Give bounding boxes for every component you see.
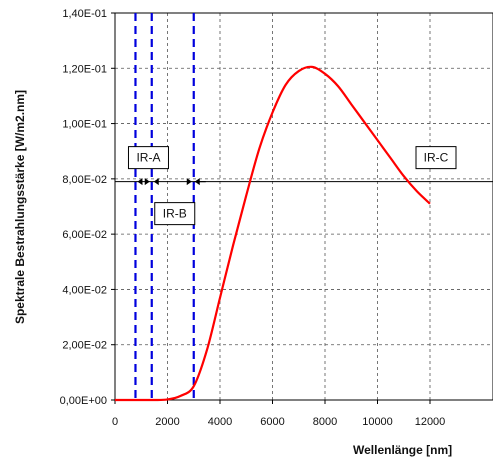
y-tick-label: 4,00E-02 <box>62 284 107 296</box>
y-tick-label: 6,00E-02 <box>62 229 107 241</box>
region-arrows <box>137 178 206 186</box>
series-line-irradiance <box>115 65 431 402</box>
region-label: IR-A <box>136 151 160 165</box>
region-label-box <box>415 146 457 170</box>
y-tick-label: 1,40E-01 <box>62 8 107 20</box>
y-tick-label: 1,20E-01 <box>62 63 107 75</box>
region-arrow-right <box>186 178 192 186</box>
region-label-box <box>127 146 169 170</box>
x-tick-label: 2000 <box>155 416 179 428</box>
x-tick-label: 8000 <box>313 416 337 428</box>
region-label: IR-B <box>163 207 187 221</box>
y-tick-label: 8,00E-02 <box>62 174 107 186</box>
x-tick-label: 4000 <box>208 416 232 428</box>
y-tick-labels: 0,00E+00 2,00E-02 4,00E-02 6,00E-02 8,00E-02… <box>60 8 115 407</box>
y-tick-label: 2,00E-02 <box>62 340 107 352</box>
y-axis-title: Spektrale Bestrahlungsstärke [W/m2.nm] <box>13 90 27 324</box>
region-label: IR-C <box>424 151 449 165</box>
x-tick-label: 6000 <box>260 416 284 428</box>
x-tick-labels: 0 2000 4000 6000 8000 10000 12000 <box>112 400 445 428</box>
x-tick-label: 10000 <box>362 416 393 428</box>
region-arrow-left <box>153 178 159 186</box>
region-arrow-right <box>144 178 150 186</box>
x-tick-label: 0 <box>112 416 118 428</box>
plot-frame <box>114 12 493 401</box>
x-axis-title: Wellenlänge [nm] <box>353 443 452 457</box>
x-tick-label: 12000 <box>415 416 446 428</box>
y-tick-label: 1,00E-01 <box>62 119 107 131</box>
y-tick-label: 0,00E+00 <box>60 395 107 407</box>
region-labels: IR-A IR-B IR-C <box>127 146 457 226</box>
region-arrow-left <box>137 178 143 186</box>
region-label-box <box>154 202 196 226</box>
